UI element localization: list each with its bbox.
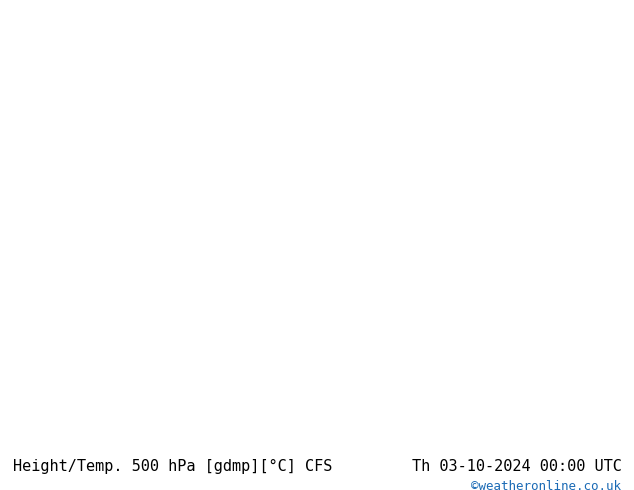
Text: Th 03-10-2024 00:00 UTC (00+216): Th 03-10-2024 00:00 UTC (00+216) — [412, 459, 634, 474]
Text: ©weatheronline.co.uk: ©weatheronline.co.uk — [471, 480, 621, 490]
Text: Height/Temp. 500 hPa [gdmp][°C] CFS: Height/Temp. 500 hPa [gdmp][°C] CFS — [13, 459, 332, 474]
